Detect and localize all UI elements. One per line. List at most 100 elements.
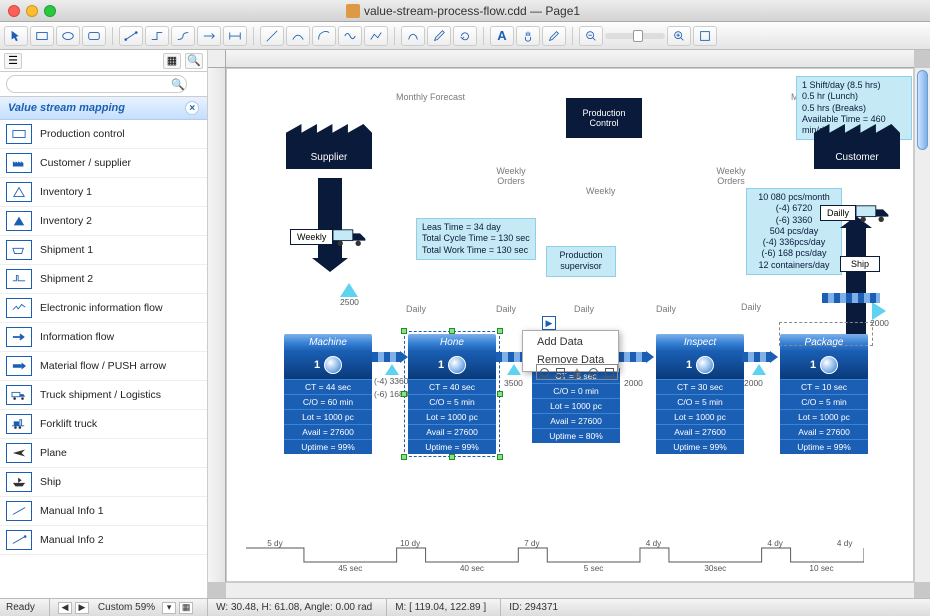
stencil-item-3[interactable]: Inventory 2 [0, 207, 207, 236]
status-ready: Ready [6, 602, 35, 613]
pointer-tool[interactable] [4, 26, 28, 46]
stencil-label: Electronic information flow [40, 302, 163, 314]
canvas[interactable]: Monthly Forecast Monthly Forecast Weekly… [226, 68, 914, 582]
stencil-item-10[interactable]: Forklift truck [0, 410, 207, 439]
scrollbar-vertical[interactable] [914, 68, 930, 582]
rotate-tool[interactable] [453, 26, 477, 46]
between-num-2: 3500 [504, 378, 523, 388]
shape-gallery[interactable] [536, 364, 618, 380]
demand-box[interactable]: 10 080 pcs/month(-4) 6720(-6) 3360504 pc… [746, 188, 842, 275]
zoom-in-button[interactable] [667, 26, 691, 46]
polyline-tool[interactable] [364, 26, 388, 46]
scrollbar-horizontal[interactable] [226, 582, 914, 598]
process-Machine[interactable]: Machine1CT = 44 secC/O = 60 minLot = 100… [284, 334, 372, 454]
ship-container [779, 322, 873, 346]
stencil-label: Manual Info 1 [40, 505, 104, 517]
close-window-button[interactable] [8, 5, 20, 17]
label-weekly-orders-2: Weekly Orders [706, 166, 756, 186]
text-tool[interactable]: A [490, 26, 514, 46]
push-arrow-1 [372, 351, 408, 363]
stencil-item-1[interactable]: Customer / supplier [0, 149, 207, 178]
truck-weekly[interactable]: Weekly [290, 226, 369, 248]
eyedropper-tool[interactable] [542, 26, 566, 46]
label-monthly-forecast-1: Monthly Forecast [396, 92, 465, 102]
sidebar-view-grid-icon[interactable]: ▦ [163, 53, 181, 69]
customer-node[interactable]: Customer [814, 124, 900, 169]
stencil-item-14[interactable]: Manual Info 2 [0, 526, 207, 555]
process-Inspect[interactable]: Inspect1CT = 30 secC/O = 5 minLot = 1000… [656, 334, 744, 454]
stencil-item-9[interactable]: Truck shipment / Logistics [0, 381, 207, 410]
stencil-icon [6, 530, 32, 550]
stencil-item-2[interactable]: Inventory 1 [0, 178, 207, 207]
production-control-box[interactable]: Production Control [566, 98, 642, 138]
stencil-item-0[interactable]: Production control [0, 120, 207, 149]
zoom-dropdown-icon[interactable]: ▾ [162, 602, 176, 614]
stencil-item-6[interactable]: Electronic information flow [0, 294, 207, 323]
stencil-item-5[interactable]: Shipment 2 [0, 265, 207, 294]
stencil-item-4[interactable]: Shipment 1 [0, 236, 207, 265]
smart-tag-icon[interactable]: ▶ [542, 316, 556, 330]
connector-tool-5[interactable] [223, 26, 247, 46]
freehand-tool[interactable] [401, 26, 425, 46]
ruler-corner [208, 50, 226, 68]
sidebar-search-input[interactable] [6, 75, 187, 93]
connector-tool-3[interactable] [171, 26, 195, 46]
sidebar-view-list-icon[interactable]: ☰ [4, 53, 22, 69]
line-tool[interactable] [260, 26, 284, 46]
connector-tool-2[interactable] [145, 26, 169, 46]
zoom-slider[interactable] [605, 33, 665, 39]
supervisor-box[interactable]: Production supervisor [546, 246, 616, 277]
window-title-text: value-stream-process-flow.cdd — Page1 [364, 4, 580, 18]
daily-label-2: Daily [496, 304, 516, 314]
pan-tool[interactable] [516, 26, 540, 46]
pen-tool[interactable] [427, 26, 451, 46]
arc-tool[interactable] [312, 26, 336, 46]
supplier-node[interactable]: Supplier [286, 124, 372, 169]
lead-time-box[interactable]: Leas Time = 34 dayTotal Cycle Time = 130… [416, 218, 536, 260]
label-weekly: Weekly [586, 186, 615, 196]
zoom-window-button[interactable] [44, 5, 56, 17]
stencil-icon [6, 443, 32, 463]
ruler-vertical[interactable] [208, 68, 226, 582]
sidebar-section-header[interactable]: Value stream mapping × [0, 97, 207, 120]
stencil-item-12[interactable]: Ship [0, 468, 207, 497]
ctx-add-data[interactable]: Add Data [523, 333, 618, 351]
stencil-item-8[interactable]: Material flow / PUSH arrow [0, 352, 207, 381]
connector-tool-4[interactable] [197, 26, 221, 46]
truck-daily[interactable]: Dailly [820, 202, 892, 224]
spline-tool[interactable] [338, 26, 362, 46]
stencil-icon [6, 385, 32, 405]
svg-text:10 sec: 10 sec [809, 563, 833, 573]
rect-tool[interactable] [30, 26, 54, 46]
collapse-section-icon[interactable]: × [185, 101, 199, 115]
process-Package[interactable]: Package1CT = 10 secC/O = 5 minLot = 1000… [780, 334, 868, 454]
stencil-item-11[interactable]: Plane [0, 439, 207, 468]
fit-page-button[interactable] [693, 26, 717, 46]
svg-text:4 dy: 4 dy [837, 538, 853, 548]
page-prev-icon[interactable]: ◀ [58, 602, 72, 614]
statusbar: Ready ◀ ▶ Custom 59% ▾ ▦ W: 30.48, H: 61… [0, 598, 930, 616]
connector-tool-1[interactable] [119, 26, 143, 46]
page-next-icon[interactable]: ▶ [75, 602, 89, 614]
sidebar-search-toggle-icon[interactable]: 🔍 [185, 53, 203, 69]
stencil-label: Inventory 2 [40, 215, 92, 227]
inventory-left[interactable]: 2500 [340, 283, 359, 307]
stencil-icon [6, 211, 32, 231]
stencil-item-13[interactable]: Manual Info 1 [0, 497, 207, 526]
svg-text:10 dy: 10 dy [400, 538, 421, 548]
svg-text:4 dy: 4 dy [646, 538, 662, 548]
curve-tool[interactable] [286, 26, 310, 46]
stencil-item-7[interactable]: Information flow [0, 323, 207, 352]
ship-label[interactable]: Ship [840, 256, 880, 272]
ellipse-tool[interactable] [56, 26, 80, 46]
ruler-horizontal[interactable] [226, 50, 914, 68]
status-id: ID: 294371 [500, 599, 558, 616]
status-zoom-text: Custom 59% [98, 602, 155, 613]
page-add-icon[interactable]: ▦ [179, 602, 193, 614]
round-rect-tool[interactable] [82, 26, 106, 46]
search-icon: 🔍 [171, 78, 185, 91]
daily-label-5: Daily [741, 302, 761, 312]
stencil-icon [6, 269, 32, 289]
zoom-out-button[interactable] [579, 26, 603, 46]
minimize-window-button[interactable] [26, 5, 38, 17]
